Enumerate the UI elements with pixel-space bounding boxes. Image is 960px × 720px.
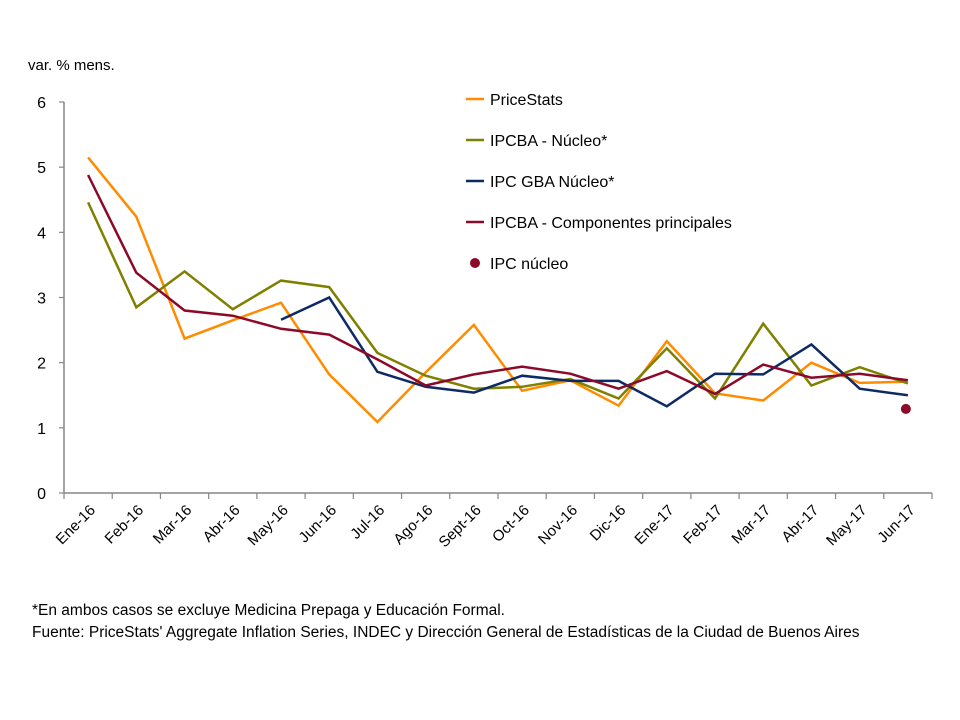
x-tick-label: Sept-16 <box>436 502 485 551</box>
source-note: Fuente: PriceStats' Aggregate Inflation … <box>32 624 860 641</box>
y-tick-label: 3 <box>37 291 46 308</box>
x-tick-label: Ene-17 <box>631 502 677 548</box>
x-tick-label: Feb-16 <box>102 502 148 548</box>
x-tick-label: Nov-16 <box>535 502 581 548</box>
x-tick-label: May-17 <box>823 502 870 549</box>
x-tick-label: May-16 <box>244 502 291 549</box>
series-line <box>86 174 909 396</box>
legend-label: IPC núcleo <box>490 256 568 273</box>
series-line <box>86 201 909 401</box>
x-tick-label: Jun-16 <box>296 502 340 546</box>
x-tick-label: Dic-16 <box>587 502 630 545</box>
legend-label: IPCBA - Componentes principales <box>490 215 732 232</box>
y-tick-label: 5 <box>37 160 46 177</box>
x-tick-label: Feb-17 <box>680 502 726 548</box>
x-tick-label: Ago-16 <box>390 502 436 548</box>
footnote: *En ambos casos se excluye Medicina Prep… <box>32 602 505 619</box>
x-tick-label: Jul-16 <box>347 502 388 543</box>
x-tick-label: Ene-16 <box>53 502 99 548</box>
legend-label: PriceStats <box>490 92 563 109</box>
legend-swatch <box>470 258 480 268</box>
x-tick-label: Mar-16 <box>150 502 196 548</box>
data-point <box>900 403 911 414</box>
y-axis-label: var. % mens. <box>28 57 115 74</box>
y-tick-label: 2 <box>37 356 46 373</box>
y-tick-label: 0 <box>37 486 46 503</box>
x-tick-label: Jun-17 <box>874 502 918 546</box>
y-tick-label: 4 <box>37 225 46 242</box>
x-tick-label: Oct-16 <box>489 502 533 546</box>
y-tick-label: 1 <box>37 421 46 438</box>
x-tick-label: Mar-17 <box>728 502 774 548</box>
series-line <box>87 156 908 424</box>
x-tick-label: Abr-17 <box>778 502 822 546</box>
y-tick-label: 6 <box>37 95 46 112</box>
legend-label: IPCBA - Núcleo* <box>490 133 607 150</box>
x-tick-label: Abr-16 <box>200 502 244 546</box>
legend-label: IPC GBA Núcleo* <box>490 174 615 191</box>
